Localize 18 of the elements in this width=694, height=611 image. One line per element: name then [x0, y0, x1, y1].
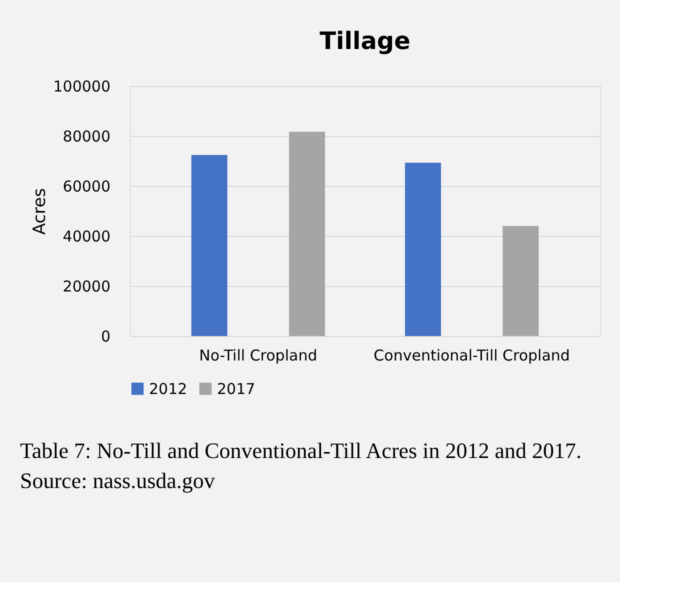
y-tick-label: 60000: [62, 178, 110, 196]
y-tick-label: 80000: [62, 128, 110, 146]
bar: [289, 132, 326, 336]
x-tick-label: No-Till Cropland: [199, 346, 318, 364]
legend-label: 2012: [149, 380, 188, 398]
bar: [191, 155, 228, 336]
y-tick-label: 20000: [62, 278, 110, 296]
legend-label: 2017: [217, 380, 256, 398]
y-axis-title: Acres: [30, 188, 50, 235]
source-note: Source: nass.usda.gov: [20, 468, 215, 493]
bar: [404, 162, 441, 336]
x-tick-label: Conventional-Till Cropland: [374, 346, 570, 364]
chart-title: Tillage: [320, 27, 410, 55]
y-tick-label: 100000: [53, 78, 110, 96]
caption: Table 7: No-Till and Conventional-Till Acres in 2012 and 2017.: [20, 438, 582, 463]
bar: [502, 226, 539, 336]
y-tick-label: 0: [100, 328, 110, 346]
y-tick-label: 40000: [62, 228, 110, 246]
